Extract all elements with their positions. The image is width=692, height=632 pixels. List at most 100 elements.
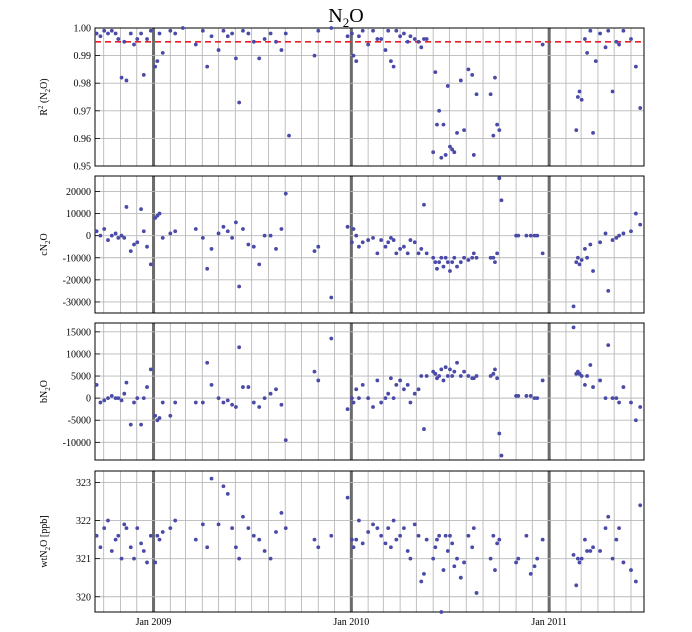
data-point: [234, 56, 238, 61]
x-axis-labels: Jan 2009 Jan 2010 Jan 2011: [136, 617, 567, 628]
data-point: [225, 491, 230, 496]
data-point: [416, 251, 421, 256]
data-point: [354, 59, 359, 64]
x-tick-label: Jan 2009: [136, 617, 172, 628]
data-point: [462, 128, 466, 133]
data-point: [360, 382, 365, 387]
data-point: [452, 255, 457, 260]
y-tick-label: -10000: [63, 438, 91, 449]
data-point: [351, 53, 356, 58]
data-point: [160, 235, 165, 240]
data-point: [173, 31, 178, 36]
data-point: [532, 233, 537, 238]
data-point: [598, 549, 603, 553]
data-point: [155, 533, 160, 538]
chart-title-main: N: [328, 5, 342, 27]
y-axis-label-part: O: [39, 233, 50, 240]
data-point: [466, 67, 471, 72]
y-tick-label: 0.97: [74, 106, 92, 117]
data-point: [354, 537, 359, 542]
y-axis-label-part: O): [39, 78, 50, 89]
data-point: [588, 242, 593, 247]
data-point: [598, 240, 603, 245]
data-point: [153, 64, 158, 69]
data-point: [128, 249, 133, 254]
data-point: [122, 39, 127, 44]
data-point: [603, 526, 608, 531]
data-point: [633, 211, 638, 216]
data-point: [132, 400, 136, 405]
data-point: [234, 405, 238, 409]
data-point: [437, 260, 442, 265]
data-point: [383, 48, 388, 52]
data-point: [445, 84, 450, 88]
data-point: [148, 367, 153, 372]
data-point: [366, 238, 371, 242]
panel-4: 320 321 322 323 wtN2O [ppb]: [39, 470, 645, 614]
y-axis-label-part: bN: [39, 391, 50, 403]
y-tick-label: -10000: [63, 253, 91, 264]
data-point: [139, 422, 143, 427]
data-point: [585, 255, 589, 260]
data-point: [617, 526, 621, 531]
data-point: [132, 242, 136, 247]
data-point: [246, 526, 251, 531]
data-point: [391, 238, 396, 242]
data-point: [516, 233, 521, 238]
data-point: [345, 34, 350, 39]
data-point: [408, 400, 413, 405]
data-point: [633, 579, 638, 584]
data-point: [141, 549, 146, 553]
data-point: [251, 400, 256, 405]
data-point: [579, 374, 584, 378]
data-point: [435, 122, 439, 127]
data-point: [422, 571, 426, 576]
data-point: [209, 382, 214, 387]
data-point: [441, 568, 446, 572]
data-point: [577, 262, 582, 267]
data-point: [588, 363, 593, 367]
data-point: [351, 545, 356, 550]
data-point: [466, 374, 471, 378]
data-point: [221, 224, 226, 229]
data-point: [452, 369, 457, 374]
data-point: [412, 240, 417, 245]
data-point: [598, 378, 603, 383]
data-point: [312, 537, 317, 542]
data-point: [168, 413, 173, 418]
data-point: [193, 227, 198, 231]
data-point: [216, 48, 221, 52]
data-point: [168, 231, 173, 236]
data-point: [402, 526, 406, 531]
data-point: [173, 400, 178, 405]
data-point: [209, 247, 214, 251]
data-point: [357, 396, 361, 401]
data-point: [279, 227, 284, 231]
data-point: [495, 541, 500, 546]
data-point: [225, 398, 230, 403]
data-point: [495, 251, 500, 256]
data-point: [458, 78, 463, 83]
data-point: [241, 28, 245, 33]
data-point: [128, 545, 133, 550]
data-point: [94, 533, 99, 538]
data-point: [458, 575, 463, 580]
data-point: [251, 39, 256, 44]
y-axis-label-part: 2: [37, 105, 45, 109]
data-point: [225, 34, 230, 39]
data-point: [606, 289, 611, 293]
data-point: [329, 295, 334, 300]
data-point: [283, 438, 288, 443]
data-point: [441, 264, 446, 269]
data-point: [329, 336, 334, 341]
data-point: [389, 376, 393, 381]
data-point: [124, 526, 129, 531]
data-point: [200, 28, 205, 33]
data-point: [116, 37, 121, 41]
data-point: [257, 262, 262, 267]
data-point: [316, 28, 321, 33]
data-point: [283, 191, 288, 196]
y-tick-label: 0.95: [74, 162, 92, 173]
data-point: [106, 396, 110, 401]
data-point: [371, 405, 375, 409]
